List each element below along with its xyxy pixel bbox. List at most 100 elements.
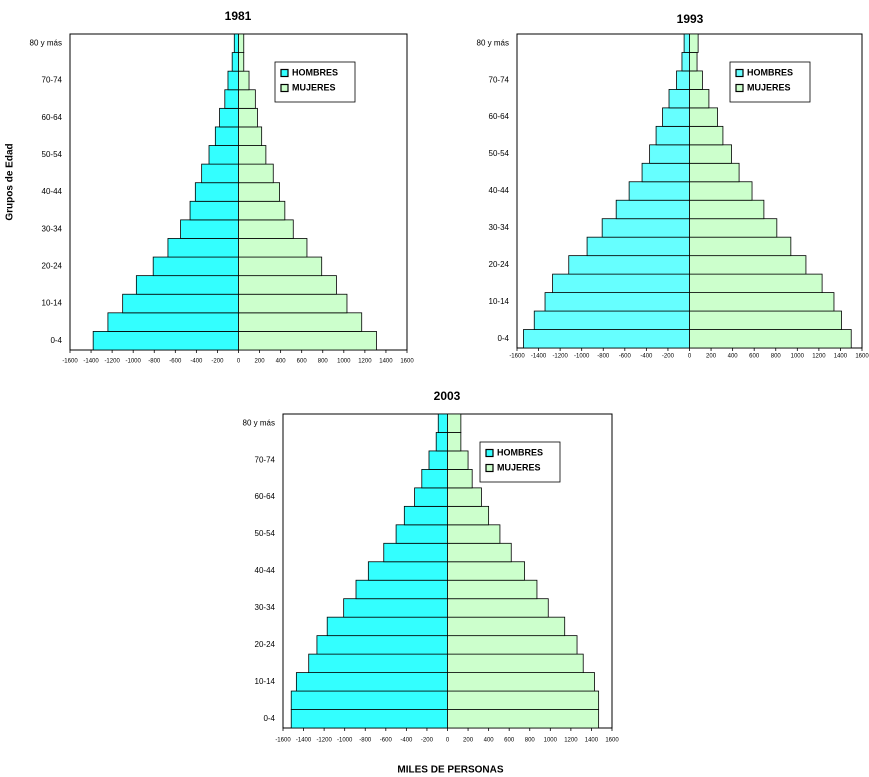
bar xyxy=(689,52,698,72)
bar xyxy=(689,273,823,293)
bar xyxy=(447,487,482,507)
bar xyxy=(238,200,286,221)
legend-label: HOMBRES xyxy=(747,67,793,77)
bar xyxy=(238,145,267,165)
bar xyxy=(343,598,448,618)
bar xyxy=(689,218,778,238)
bar xyxy=(447,709,600,729)
bar xyxy=(219,107,239,128)
x-tick-label: 1200 xyxy=(358,359,372,365)
bar xyxy=(238,52,245,72)
bar xyxy=(683,33,690,53)
bar xyxy=(238,89,256,109)
x-tick-label: -1200 xyxy=(104,359,120,365)
legend-box xyxy=(479,441,561,483)
legend-label: MUJERES xyxy=(497,462,541,472)
x-tick-label: -200 xyxy=(662,354,675,360)
chart-title: 1981 xyxy=(225,9,252,23)
bar xyxy=(238,107,258,128)
bar xyxy=(447,505,490,526)
x-tick-label: 1600 xyxy=(855,354,869,360)
bar xyxy=(92,331,239,351)
bar xyxy=(152,256,239,277)
bar xyxy=(238,331,377,351)
bar xyxy=(689,89,710,109)
y-tick-label: 10-14 xyxy=(489,297,510,306)
bar xyxy=(689,236,792,257)
y-tick-label: 30-34 xyxy=(489,223,510,232)
y-tick-label: 60-64 xyxy=(42,113,63,122)
x-tick-label: -1400 xyxy=(531,354,547,360)
x-tick-label: -800 xyxy=(148,359,161,365)
x-tick-label: -1000 xyxy=(126,359,142,365)
y-tick-label: 0-4 xyxy=(263,714,275,723)
x-tick-label: 200 xyxy=(255,359,266,365)
bar xyxy=(447,542,512,563)
bar xyxy=(447,653,584,673)
bar xyxy=(689,162,740,183)
y-tick-label: 80 y más xyxy=(243,418,275,427)
x-tick-label: 1000 xyxy=(791,354,805,360)
bar xyxy=(403,505,448,526)
bar xyxy=(447,561,526,581)
bar xyxy=(523,329,690,349)
bar xyxy=(316,635,448,655)
bar xyxy=(689,199,765,220)
y-tick-label: 40-44 xyxy=(489,186,510,195)
y-tick-label: 60-64 xyxy=(255,492,276,501)
bar xyxy=(447,690,600,710)
bar xyxy=(238,238,308,258)
bar xyxy=(649,144,690,164)
x-tick-label: -600 xyxy=(169,359,182,365)
bar xyxy=(689,292,835,312)
legend-swatch xyxy=(485,463,494,473)
bar xyxy=(586,236,690,257)
legend-swatch xyxy=(735,68,744,78)
bar xyxy=(689,144,732,164)
x-tick-label: 600 xyxy=(749,354,760,360)
legend-label: MUJERES xyxy=(747,82,791,92)
x-tick-label: -400 xyxy=(400,738,413,744)
bar xyxy=(689,107,718,127)
bar xyxy=(668,89,690,109)
bar xyxy=(615,199,690,220)
x-tick-label: -200 xyxy=(211,359,224,365)
x-tick-label: 800 xyxy=(525,738,536,744)
bar xyxy=(447,598,549,618)
bar xyxy=(180,219,239,239)
bar xyxy=(355,579,448,600)
bar xyxy=(447,469,473,489)
x-tick-label: -1600 xyxy=(62,359,78,365)
x-tick-label: -1000 xyxy=(337,738,353,744)
x-axis-label: MILES DE PERSONAS xyxy=(397,765,503,776)
y-tick-label: 10-14 xyxy=(42,299,63,308)
y-tick-label: 70-74 xyxy=(489,75,510,84)
x-tick-label: 1600 xyxy=(605,738,619,744)
bar xyxy=(544,292,690,312)
y-tick-label: 30-34 xyxy=(42,224,63,233)
bar xyxy=(107,312,239,332)
bar xyxy=(447,579,538,600)
bar xyxy=(447,635,578,655)
x-tick-label: -200 xyxy=(421,738,434,744)
bar xyxy=(290,690,448,710)
x-tick-label: -1600 xyxy=(509,354,525,360)
bar xyxy=(135,275,239,295)
bar xyxy=(231,52,239,72)
x-tick-label: 200 xyxy=(706,354,717,360)
y-tick-label: 50-54 xyxy=(42,150,63,159)
x-tick-label: -600 xyxy=(380,738,393,744)
x-tick-label: -800 xyxy=(359,738,372,744)
y-tick-label: 80 y más xyxy=(477,38,509,47)
x-tick-label: 0 xyxy=(446,738,450,744)
x-tick-label: 800 xyxy=(771,354,782,360)
x-tick-label: 1200 xyxy=(564,738,578,744)
legend-box xyxy=(274,61,356,103)
bar xyxy=(689,33,699,53)
bar xyxy=(428,450,448,470)
bar xyxy=(167,238,239,258)
bar xyxy=(214,126,239,146)
bar xyxy=(447,450,469,470)
bar xyxy=(201,163,239,184)
